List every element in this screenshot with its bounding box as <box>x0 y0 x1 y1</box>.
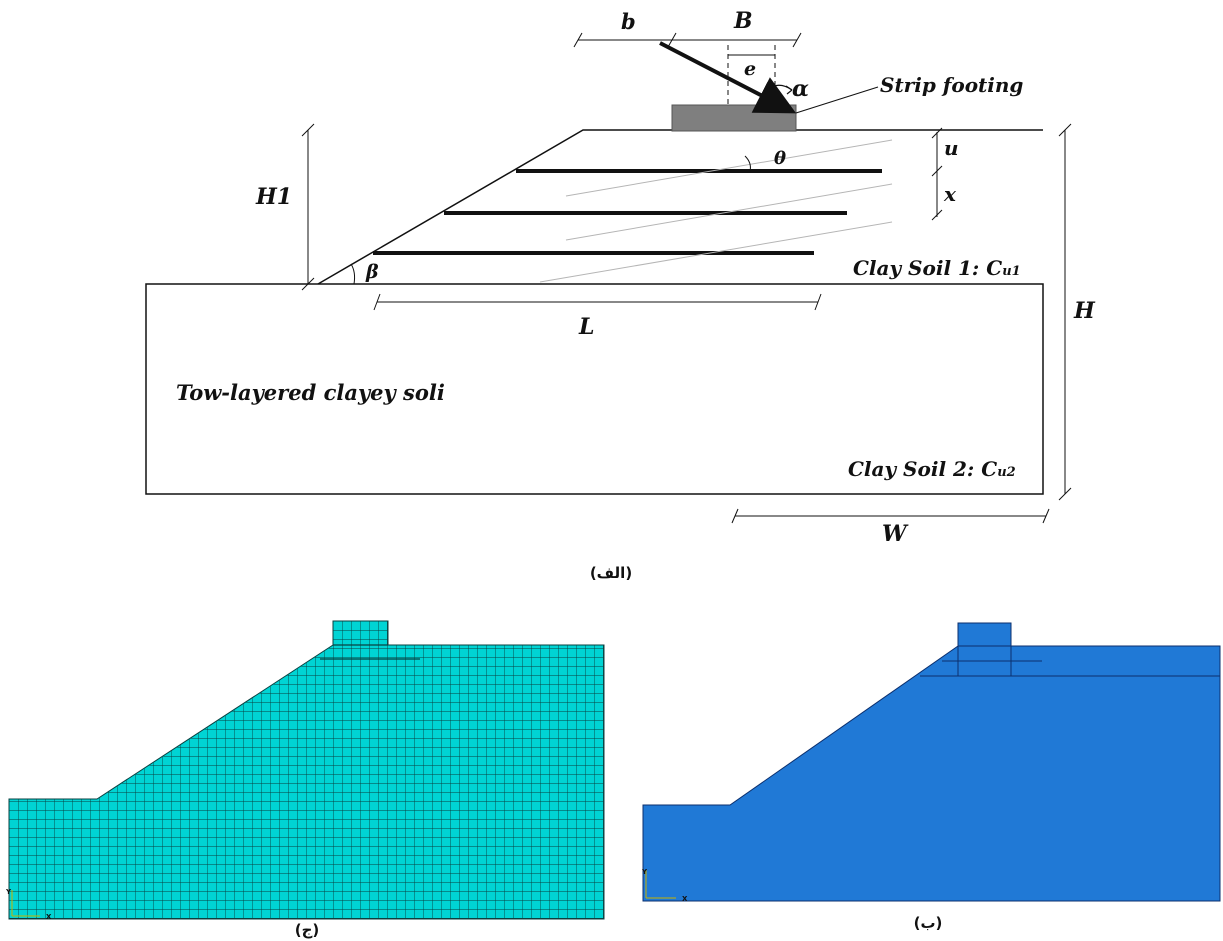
caption-b: (ب) <box>914 914 943 932</box>
b-label: b <box>621 9 636 34</box>
x-label: x <box>943 182 957 206</box>
strip-footing-leader <box>795 86 879 114</box>
H1-tick-bottom <box>301 277 315 291</box>
caption-c: (ج) <box>295 921 320 939</box>
clay-soil-1-label: Clay Soil 1: Cu1 <box>853 256 1021 280</box>
panel-mesh: Y X (ج) <box>5 620 605 939</box>
mesh-axis-x-label: X <box>46 913 52 921</box>
geometry-axis-y-label: Y <box>641 868 648 876</box>
theta-label: θ <box>774 148 786 169</box>
b-tick-left <box>573 32 583 48</box>
mesh-axis-y-label: Y <box>5 888 12 896</box>
reinforcement-layers <box>373 169 882 255</box>
lower-soil-block <box>145 283 1044 495</box>
u-label: u <box>944 136 959 160</box>
L-tick-left <box>373 293 381 311</box>
H-tick-bottom <box>1058 487 1072 501</box>
strip-footing-label: Strip footing <box>880 73 1023 97</box>
alpha-arc <box>764 84 793 92</box>
load-arrow <box>659 41 797 114</box>
L-tick-right <box>814 293 822 311</box>
geometry-axis-x-label: X <box>682 895 688 903</box>
u-tick-bottom <box>931 165 943 177</box>
upper-soil-slope <box>317 129 1043 285</box>
x-tick-bottom <box>931 209 943 221</box>
W-tick-right <box>1042 508 1050 524</box>
caption-a: (الف) <box>590 564 632 582</box>
inclined-line <box>565 139 893 197</box>
inclined-line <box>565 183 893 241</box>
B-tick-right <box>792 32 802 48</box>
H1-tick-top <box>301 123 315 137</box>
alpha-label: α <box>792 76 809 102</box>
mesh-axis-triad: Y X <box>5 888 52 921</box>
inclined-line <box>539 221 893 283</box>
L-label: L <box>578 314 594 340</box>
H1-label: H1 <box>255 184 292 210</box>
W-tick-left <box>731 508 739 524</box>
theta-arc <box>744 155 751 172</box>
geometry-axis-triad: Y X <box>641 868 688 903</box>
two-layered-soil-label: Tow-layered clayey soli <box>176 380 445 405</box>
W-label: W <box>882 521 909 547</box>
geometry-body <box>642 622 1221 902</box>
beta-arc <box>350 263 356 285</box>
H-tick-top <box>1058 123 1072 137</box>
B-label: B <box>733 8 753 34</box>
panel-geometry: Y X (ب) <box>641 622 1221 932</box>
beta-label: β <box>365 261 379 283</box>
e-label: e <box>744 58 756 80</box>
u-tick-top <box>931 127 943 139</box>
H-label: H <box>1073 298 1096 324</box>
b-tick-right <box>667 32 677 48</box>
inclined-lines <box>539 139 893 283</box>
clay-soil-2-label: Clay Soil 2: Cu2 <box>848 457 1016 481</box>
diagram-a: Strip footing α b B e H1 <box>145 8 1096 582</box>
alpha-arc-head <box>785 85 793 95</box>
mesh-body <box>8 620 605 920</box>
strip-footing <box>671 104 797 132</box>
